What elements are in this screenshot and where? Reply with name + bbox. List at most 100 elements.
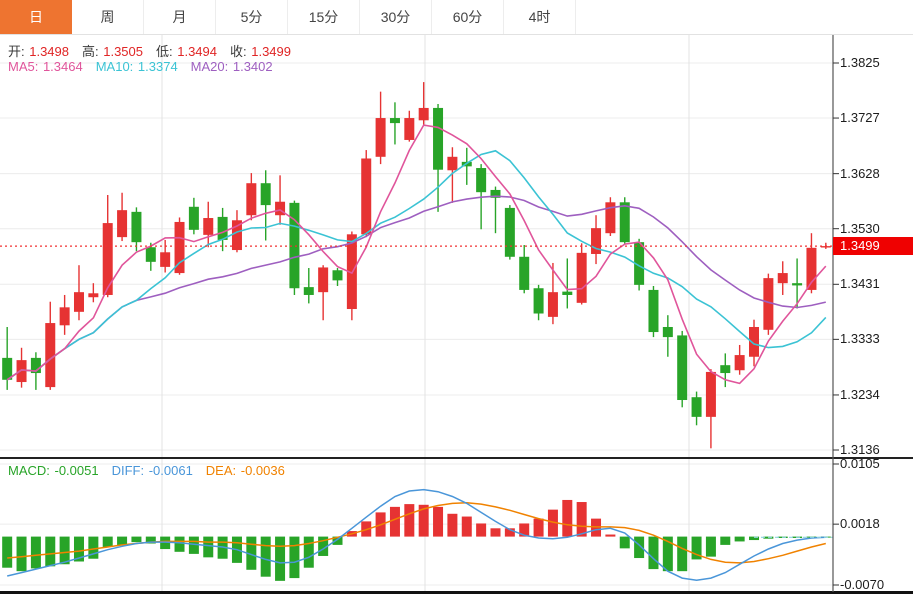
- macd-bar: [188, 536, 199, 554]
- tab-period-0[interactable]: 日: [0, 0, 72, 34]
- macd-bar: [648, 536, 659, 570]
- price-axis-label: 1.3234: [840, 386, 880, 402]
- price-axis-label: 1.3727: [840, 110, 880, 126]
- candle-body: [619, 202, 630, 243]
- quote-row-open-label: 开:: [8, 44, 25, 59]
- macd-bar: [705, 536, 716, 557]
- candle-body: [777, 273, 788, 284]
- candle-body: [792, 283, 803, 286]
- candle-body: [433, 107, 444, 170]
- macd-bar: [433, 506, 444, 537]
- quote-row-high-value: 1.3505: [99, 44, 143, 59]
- macd-row-diff-value: -0.0061: [145, 463, 193, 478]
- candle-body: [418, 107, 429, 121]
- macd-bar: [275, 536, 286, 581]
- candle-body: [217, 216, 228, 240]
- macd-axis-label: 0.0105: [840, 456, 880, 471]
- price-axis-label: 1.3530: [840, 220, 880, 236]
- candle-body: [231, 220, 242, 251]
- tab-period-3[interactable]: 5分: [216, 0, 288, 34]
- macd-bar: [102, 536, 113, 547]
- candle-body: [677, 335, 688, 401]
- candle-body: [533, 288, 544, 314]
- candle-body: [289, 202, 300, 289]
- tab-period-1[interactable]: 周: [72, 0, 144, 34]
- macd-bar: [547, 509, 558, 537]
- candle-body: [102, 223, 113, 295]
- candle-body: [188, 206, 199, 230]
- tab-period-4[interactable]: 15分: [288, 0, 360, 34]
- candle-body: [131, 211, 142, 243]
- tab-period-7[interactable]: 4时: [504, 0, 576, 34]
- candle-body: [361, 158, 372, 235]
- macd-row-dea-value: -0.0036: [237, 463, 285, 478]
- macd-bar: [533, 518, 544, 537]
- macd-bar: [461, 516, 472, 537]
- tab-period-2[interactable]: 月: [144, 0, 216, 34]
- ma-readout: MA5: 1.3464 MA10: 1.3374 MA20: 1.3402: [8, 59, 286, 74]
- macd-bar: [662, 536, 673, 572]
- candle-body: [691, 397, 702, 417]
- macd-axis-label: -0.0070: [840, 577, 885, 592]
- candle-body: [820, 246, 831, 248]
- macd-bar: [303, 536, 314, 568]
- macd-bar: [16, 536, 27, 572]
- price-axis-label: 1.3628: [840, 165, 880, 181]
- diff-line: [7, 488, 826, 581]
- macd-bar: [131, 536, 142, 543]
- macd-bar: [504, 528, 515, 537]
- candle-body: [2, 357, 13, 380]
- quote-row-close-value: 1.3499: [247, 44, 291, 59]
- ma-row-ma20-value: 1.3402: [229, 59, 273, 74]
- candle-body: [275, 201, 286, 216]
- macd-bar: [619, 536, 630, 549]
- ma20-line: [6, 195, 826, 381]
- quote-row-open-value: 1.3498: [25, 44, 69, 59]
- candle-body: [389, 118, 400, 124]
- macd-bar: [174, 536, 185, 552]
- quote-row-high-label: 高:: [82, 44, 99, 59]
- price-axis-label: 1.3333: [840, 331, 880, 347]
- candle-body: [16, 360, 27, 383]
- candle-body: [648, 289, 659, 333]
- macd-row-macd-value: -0.0051: [50, 463, 99, 478]
- ohlc-readout: 开: 1.3498 高: 1.3505 低: 1.3494 收: 1.3499: [8, 41, 304, 60]
- tab-period-6[interactable]: 60分: [432, 0, 504, 34]
- macd-bar: [749, 536, 760, 541]
- candle-body: [749, 326, 760, 357]
- macd-bar: [117, 536, 128, 546]
- ma5-line: [6, 124, 827, 385]
- tab-period-5[interactable]: 30分: [360, 0, 432, 34]
- candle-body: [576, 252, 587, 303]
- candle-body: [59, 307, 70, 326]
- macd-bar: [447, 513, 458, 537]
- candle-body: [203, 218, 214, 235]
- candle-body: [246, 183, 257, 216]
- macd-bar: [246, 536, 257, 570]
- period-tab-bar: 日周月 5分 15分 30分 60分 4时: [0, 0, 913, 35]
- candle-body: [45, 323, 56, 388]
- candle-body: [763, 278, 774, 330]
- macd-bar: [418, 504, 429, 537]
- candle-body: [662, 326, 673, 338]
- macd-bar: [720, 536, 731, 545]
- macd-bar: [490, 528, 501, 537]
- candle-body: [174, 221, 185, 274]
- macd-bar: [634, 536, 645, 559]
- ma-row-ma10-value: 1.3374: [134, 59, 178, 74]
- macd-bar: [88, 536, 99, 559]
- candle-body: [30, 357, 41, 374]
- macd-bar: [332, 536, 343, 545]
- macd-bar: [30, 536, 41, 569]
- candle-body: [547, 292, 558, 317]
- price-axis-label: 1.3825: [840, 55, 880, 70]
- candle-body: [591, 228, 602, 254]
- quote-row-close-label: 收:: [230, 44, 247, 59]
- candle-body: [734, 355, 745, 371]
- ma-row-ma5-value: 1.3464: [39, 59, 83, 74]
- macd-bar: [677, 536, 688, 572]
- candle-body: [260, 183, 271, 206]
- candle-body: [160, 252, 171, 267]
